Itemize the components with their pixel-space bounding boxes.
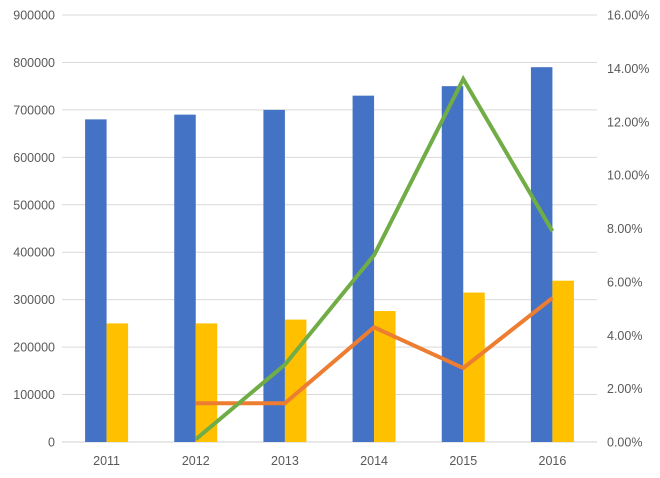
x-tick-label: 2012 (182, 454, 210, 468)
x-axis: 2011 2012 2013 2014 2015 2016 (93, 454, 566, 468)
left-y-tick-label: 400000 (13, 246, 55, 260)
x-tick-label: 2011 (93, 454, 120, 468)
right-y-axis: 0.00% 2.00% 4.00% 6.00% 8.00% 10.00% 12.00% 14.… (607, 9, 649, 450)
right-y-tick-label: 6.00% (607, 275, 642, 289)
bar (85, 119, 107, 442)
left-y-tick-label: 200000 (13, 341, 55, 355)
left-y-tick-label: 700000 (13, 103, 55, 117)
bar (552, 280, 574, 442)
x-tick-label: 2014 (360, 454, 388, 468)
left-y-tick-label: 0 (48, 436, 55, 450)
right-y-tick-label: 10.00% (607, 169, 649, 183)
left-y-tick-label: 300000 (13, 293, 55, 307)
left-y-tick-label: 800000 (13, 56, 55, 70)
bar (374, 311, 396, 442)
line-series (194, 74, 555, 441)
right-y-tick-label: 12.00% (607, 115, 649, 129)
right-y-tick-label: 14.00% (607, 62, 649, 76)
bar (441, 86, 464, 443)
x-tick-label: 2015 (449, 454, 477, 468)
bar (530, 67, 553, 442)
left-y-tick-label: 900000 (13, 9, 55, 23)
x-tick-label: 2016 (539, 454, 567, 468)
bar-series (85, 67, 574, 443)
line-series-4 (194, 74, 555, 441)
gridlines (62, 14, 597, 443)
bar (195, 323, 218, 442)
x-tick-label: 2013 (271, 454, 299, 468)
bar (463, 292, 485, 442)
left-y-tick-label: 100000 (13, 388, 55, 402)
right-y-tick-label: 0.00% (607, 436, 642, 450)
bar (284, 319, 307, 442)
bar (263, 109, 285, 442)
line-series-3 (195, 296, 554, 406)
right-y-tick-label: 2.00% (607, 382, 642, 396)
left-y-tick-label: 600000 (13, 151, 55, 165)
right-y-tick-label: 16.00% (607, 9, 649, 23)
left-y-axis: 0 100000 200000 300000 400000 500000 600000 700… (13, 9, 55, 450)
bar (106, 323, 129, 442)
right-y-tick-label: 4.00% (607, 329, 642, 343)
left-y-tick-label: 500000 (13, 198, 55, 212)
right-y-tick-label: 8.00% (607, 222, 642, 236)
bar (174, 114, 196, 442)
